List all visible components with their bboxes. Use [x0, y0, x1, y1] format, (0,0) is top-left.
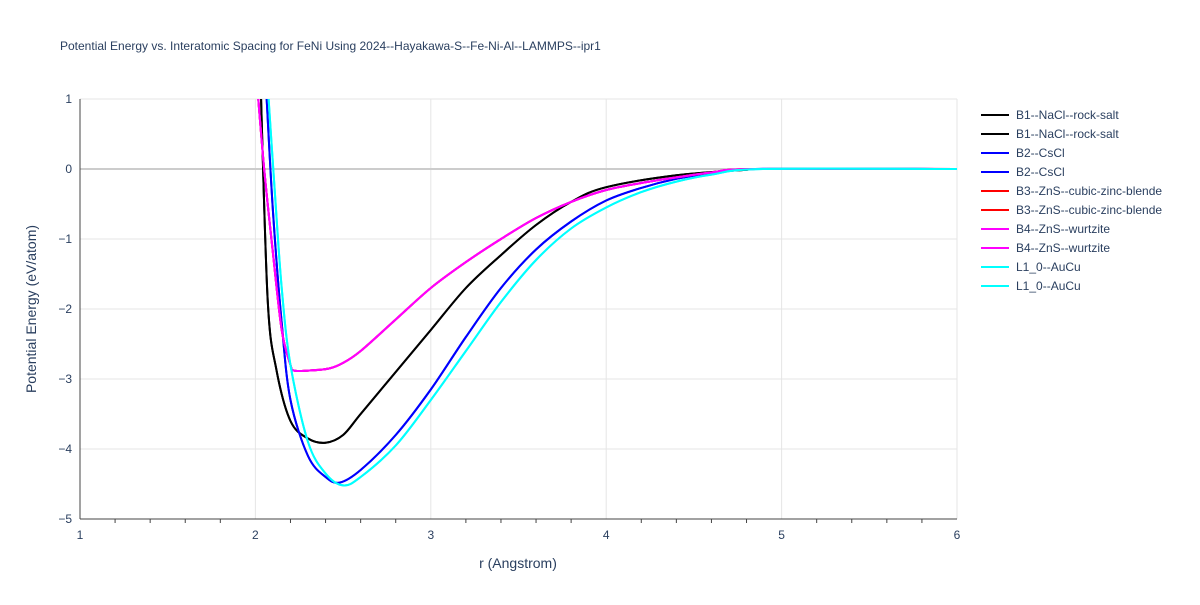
- series-line: [257, 99, 957, 373]
- series-line: [267, 99, 957, 487]
- plot-lines: [257, 99, 957, 487]
- legend-label: B3--ZnS--cubic-zinc-blende: [1016, 184, 1162, 198]
- x-tick-label: 6: [954, 528, 961, 542]
- legend-label: B1--NaCl--rock-salt: [1016, 108, 1119, 122]
- legend-label: B4--ZnS--wurtzite: [1016, 222, 1110, 236]
- legend-label: B2--CsCl: [1016, 165, 1065, 179]
- series-line: [267, 99, 957, 487]
- legend-label: B4--ZnS--wurtzite: [1016, 241, 1110, 255]
- legend-label: L1_0--AuCu: [1016, 279, 1081, 293]
- series-line: [257, 99, 957, 373]
- series-line: [265, 99, 957, 484]
- tick-labels: 1 2 3 4 5 6 1 0 −1 −2 −3 −4 −5: [58, 92, 960, 542]
- y-tick-label: −5: [58, 512, 72, 526]
- legend-label: B2--CsCl: [1016, 146, 1065, 160]
- series-line: [257, 99, 957, 373]
- grid: [79, 98, 958, 523]
- y-tick-label: 1: [65, 92, 72, 106]
- legend: B1--NaCl--rock-salt B1--NaCl--rock-salt B2…: [981, 108, 1162, 293]
- series-line: [265, 99, 957, 484]
- legend-label: B1--NaCl--rock-salt: [1016, 127, 1119, 141]
- series-line: [260, 99, 957, 444]
- y-axis-label: Potential Energy (eV/atom): [23, 225, 39, 393]
- y-tick-label: −2: [58, 302, 72, 316]
- x-tick-label: 4: [603, 528, 610, 542]
- x-tick-label: 5: [778, 528, 785, 542]
- legend-label: B3--ZnS--cubic-zinc-blende: [1016, 203, 1162, 217]
- legend-label: L1_0--AuCu: [1016, 260, 1081, 274]
- x-tick-label: 1: [77, 528, 84, 542]
- y-tick-label: −3: [58, 372, 72, 386]
- series-line: [257, 99, 957, 373]
- x-axis-label: r (Angstrom): [479, 555, 557, 571]
- y-tick-label: −1: [58, 232, 72, 246]
- x-tick-label: 3: [427, 528, 434, 542]
- x-tick-label: 2: [252, 528, 259, 542]
- y-tick-label: 0: [65, 162, 72, 176]
- y-tick-label: −4: [58, 442, 72, 456]
- chart-title: Potential Energy vs. Interatomic Spacing…: [60, 39, 601, 53]
- series-line: [260, 99, 957, 444]
